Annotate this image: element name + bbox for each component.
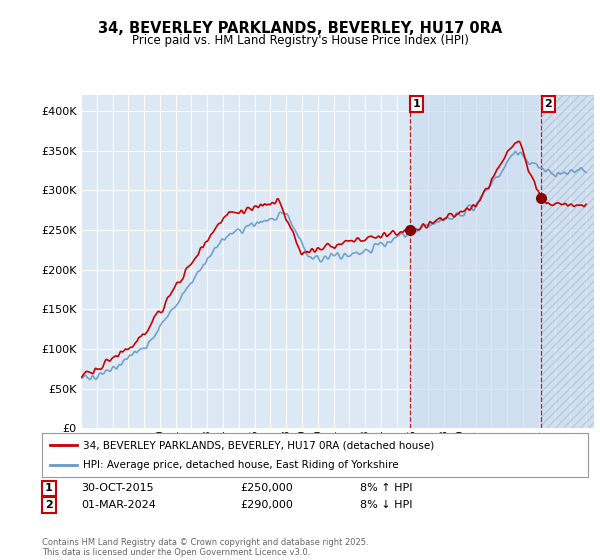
Text: £250,000: £250,000 bbox=[240, 483, 293, 493]
Text: 8% ↑ HPI: 8% ↑ HPI bbox=[360, 483, 413, 493]
Text: 2: 2 bbox=[545, 99, 553, 109]
Text: 1: 1 bbox=[45, 483, 53, 493]
Text: 1: 1 bbox=[413, 99, 421, 109]
Bar bbox=[541, 95, 594, 428]
Text: 2: 2 bbox=[45, 500, 53, 510]
Text: 8% ↓ HPI: 8% ↓ HPI bbox=[360, 500, 413, 510]
Text: 34, BEVERLEY PARKLANDS, BEVERLEY, HU17 0RA: 34, BEVERLEY PARKLANDS, BEVERLEY, HU17 0… bbox=[98, 21, 502, 36]
Text: 01-MAR-2024: 01-MAR-2024 bbox=[81, 500, 156, 510]
Bar bbox=[410, 95, 594, 428]
Text: HPI: Average price, detached house, East Riding of Yorkshire: HPI: Average price, detached house, East… bbox=[83, 460, 398, 470]
Text: 30-OCT-2015: 30-OCT-2015 bbox=[81, 483, 154, 493]
Text: 34, BEVERLEY PARKLANDS, BEVERLEY, HU17 0RA (detached house): 34, BEVERLEY PARKLANDS, BEVERLEY, HU17 0… bbox=[83, 440, 434, 450]
Text: £290,000: £290,000 bbox=[240, 500, 293, 510]
Text: Price paid vs. HM Land Registry's House Price Index (HPI): Price paid vs. HM Land Registry's House … bbox=[131, 34, 469, 46]
Text: Contains HM Land Registry data © Crown copyright and database right 2025.
This d: Contains HM Land Registry data © Crown c… bbox=[42, 538, 368, 557]
